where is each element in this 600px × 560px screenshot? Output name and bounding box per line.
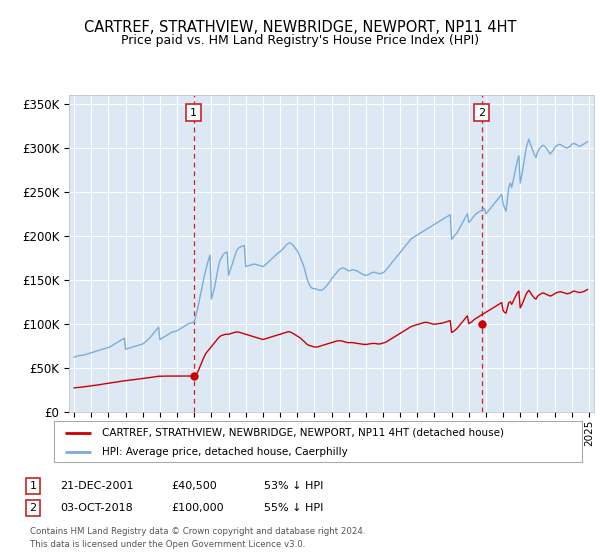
Text: 53% ↓ HPI: 53% ↓ HPI (264, 481, 323, 491)
Text: 2: 2 (29, 503, 37, 513)
Text: £40,500: £40,500 (171, 481, 217, 491)
Text: CARTREF, STRATHVIEW, NEWBRIDGE, NEWPORT, NP11 4HT: CARTREF, STRATHVIEW, NEWBRIDGE, NEWPORT,… (84, 20, 516, 35)
Text: HPI: Average price, detached house, Caerphilly: HPI: Average price, detached house, Caer… (101, 447, 347, 457)
Text: This data is licensed under the Open Government Licence v3.0.: This data is licensed under the Open Gov… (30, 540, 305, 549)
Text: 1: 1 (190, 108, 197, 118)
Text: 03-OCT-2018: 03-OCT-2018 (60, 503, 133, 513)
Text: CARTREF, STRATHVIEW, NEWBRIDGE, NEWPORT, NP11 4HT (detached house): CARTREF, STRATHVIEW, NEWBRIDGE, NEWPORT,… (101, 428, 503, 437)
Text: £100,000: £100,000 (171, 503, 224, 513)
Text: 2: 2 (478, 108, 485, 118)
Text: Price paid vs. HM Land Registry's House Price Index (HPI): Price paid vs. HM Land Registry's House … (121, 34, 479, 46)
Text: 1: 1 (29, 481, 37, 491)
Text: 21-DEC-2001: 21-DEC-2001 (60, 481, 133, 491)
Text: 55% ↓ HPI: 55% ↓ HPI (264, 503, 323, 513)
Text: Contains HM Land Registry data © Crown copyright and database right 2024.: Contains HM Land Registry data © Crown c… (30, 527, 365, 536)
